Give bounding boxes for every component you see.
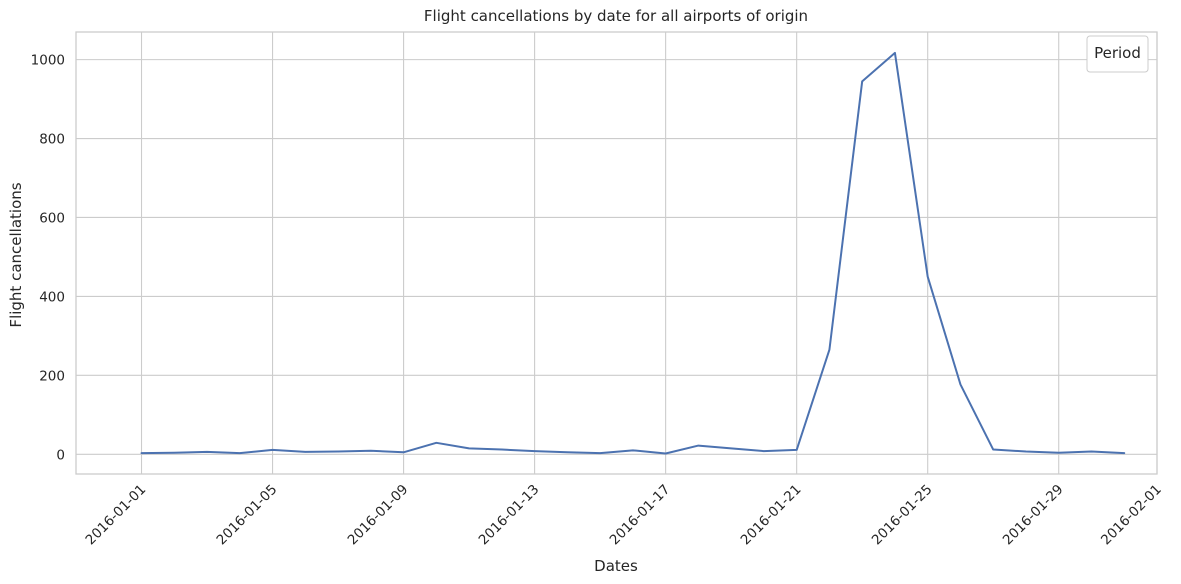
x-tick-label: 2016-01-17 [607,482,674,549]
x-gridlines [140,32,1158,474]
x-tick-label: 2016-01-01 [83,482,150,549]
y-tick-label: 600 [39,210,65,226]
x-tick-label: 2016-01-29 [1000,482,1067,549]
plot-frame [75,31,1158,475]
series-layer [140,51,1126,455]
y-axis-title: Flight cancellations [7,182,25,327]
legend-box [1086,35,1149,73]
x-tick-label: 2016-01-05 [214,482,281,549]
y-tick-label: 400 [39,289,65,305]
legend: Period [1086,35,1149,73]
legend-title: Period [1094,44,1141,62]
y-tick-label: 0 [56,447,65,463]
x-tick-labels: 2016-01-01 2016-01-05 2016-01-09 2016-01-13… [83,482,1165,549]
x-tick-label: 2016-01-13 [476,482,543,549]
y-tick-labels: 0 200 400 600 800 1000 [31,53,65,464]
x-tick-label: 2016-01-21 [738,482,805,549]
y-gridlines [76,59,1157,455]
y-tick-label: 800 [39,132,65,148]
series-line [140,51,1126,455]
x-axis-title: Dates [594,557,638,575]
y-tick-label: 1000 [31,53,65,69]
chart-title: Flight cancellations by date for all air… [424,7,808,25]
x-tick-label: 2016-02-01 [1098,482,1165,549]
y-tick-label: 200 [39,368,65,384]
x-tick-label: 2016-01-25 [869,482,936,549]
x-tick-label: 2016-01-09 [345,482,412,549]
